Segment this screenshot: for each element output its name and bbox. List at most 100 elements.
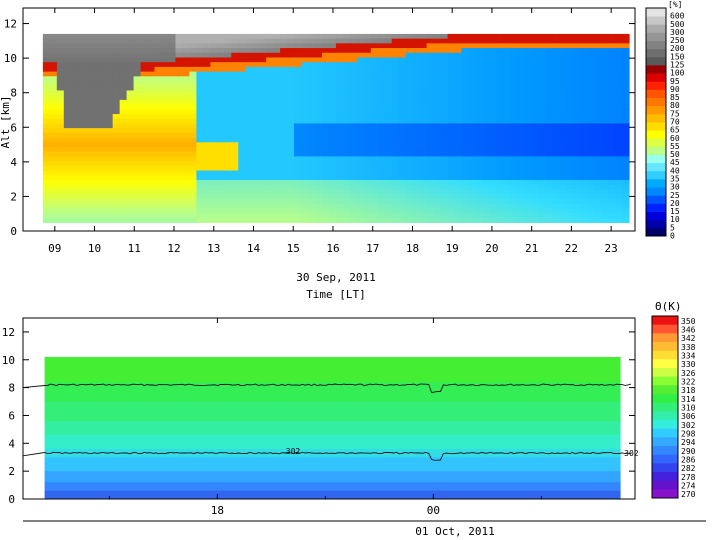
top-heat-cell bbox=[496, 203, 504, 209]
top-heat-cell bbox=[126, 165, 135, 172]
top-heat-cell bbox=[594, 104, 602, 110]
top-heat-cell bbox=[315, 109, 323, 115]
top-heat-cell bbox=[377, 184, 386, 190]
top-heat-cell bbox=[398, 189, 407, 195]
top-heat-cell bbox=[98, 142, 107, 148]
top-heat-cell bbox=[447, 66, 456, 73]
top-heat-cell bbox=[133, 81, 142, 87]
top-heat-cell bbox=[56, 128, 65, 134]
top-heat-cell bbox=[531, 203, 539, 209]
top-heat-cell bbox=[175, 52, 184, 59]
top-heat-cell bbox=[328, 66, 337, 73]
top-heat-cell bbox=[405, 52, 414, 59]
top-heat-cell bbox=[210, 99, 218, 106]
top-heat-cell bbox=[308, 179, 316, 186]
top-heat-cell bbox=[308, 146, 316, 153]
top-heat-cell bbox=[342, 189, 351, 195]
top-heat-cell bbox=[510, 43, 518, 49]
top-heat-cell bbox=[42, 43, 51, 49]
top-heat-cell bbox=[342, 137, 351, 143]
top-heat-cell bbox=[356, 146, 365, 153]
top-heat-cell bbox=[126, 81, 135, 87]
top-heat-cell bbox=[126, 217, 135, 223]
top-heat-cell bbox=[63, 118, 72, 125]
top-heat-cell bbox=[342, 76, 351, 82]
top-heat-cell bbox=[538, 43, 546, 49]
top-heat-cell bbox=[56, 66, 65, 73]
top-heat-cell bbox=[63, 95, 72, 101]
top-heat-cell bbox=[70, 33, 79, 40]
top-heat-cell bbox=[217, 85, 225, 92]
top-heat-cell bbox=[126, 146, 135, 153]
top-heat-cell bbox=[377, 48, 386, 54]
top-heat-cell bbox=[196, 208, 204, 214]
top-heat-cell bbox=[98, 71, 107, 77]
top-heat-cell bbox=[489, 217, 498, 223]
top-heat-cell bbox=[77, 142, 86, 148]
top-heat-cell bbox=[273, 104, 281, 110]
top-heat-cell bbox=[538, 48, 546, 54]
top-heat-cell bbox=[468, 48, 477, 54]
top-heat-cell bbox=[63, 81, 72, 87]
top-heat-cell bbox=[161, 43, 170, 49]
top-heat-cell bbox=[580, 38, 588, 44]
top-heat-cell bbox=[559, 194, 567, 200]
top-heat-cell bbox=[119, 114, 128, 120]
top-heat-cell bbox=[210, 128, 218, 134]
top-heat-cell bbox=[580, 212, 588, 219]
top-heat-cell bbox=[622, 165, 630, 172]
top-heat-cell bbox=[419, 184, 428, 190]
top-heat-cell bbox=[447, 114, 456, 120]
top-heat-cell bbox=[126, 57, 135, 63]
top-heat-cell bbox=[231, 95, 239, 101]
top-heat-cell bbox=[433, 104, 442, 110]
top-heat-cell bbox=[489, 123, 498, 129]
top-heat-cell bbox=[370, 52, 379, 59]
top-heat-cell bbox=[510, 76, 518, 82]
top-heat-cell bbox=[161, 52, 170, 59]
top-heat-cell bbox=[426, 43, 435, 49]
top-heat-cell bbox=[91, 128, 100, 134]
top-heat-cell bbox=[461, 52, 470, 59]
top-heat-cell bbox=[308, 142, 316, 148]
top-heat-cell bbox=[545, 156, 553, 162]
top-heat-cell bbox=[112, 170, 121, 176]
top-colorbar-swatch bbox=[646, 113, 666, 123]
top-heat-cell bbox=[335, 184, 344, 190]
top-heat-cell bbox=[175, 62, 184, 68]
top-heat-cell bbox=[461, 123, 470, 129]
top-heat-cell bbox=[133, 104, 142, 110]
top-heat-cell bbox=[210, 62, 218, 68]
top-heat-cell bbox=[601, 189, 609, 195]
top-heat-cell bbox=[231, 109, 239, 115]
top-heat-cell bbox=[287, 194, 295, 200]
top-heat-cell bbox=[412, 170, 421, 176]
top-heat-cell bbox=[315, 38, 323, 44]
top-heat-cell bbox=[238, 33, 246, 40]
bottom-colorbar-label: 318 bbox=[681, 386, 696, 395]
top-heat-cell bbox=[475, 109, 484, 115]
top-heat-cell bbox=[280, 43, 288, 49]
top-x-tick-label: 16 bbox=[326, 242, 339, 255]
top-heat-cell bbox=[315, 179, 323, 186]
top-heat-cell bbox=[147, 132, 156, 139]
top-heat-cell bbox=[266, 137, 274, 143]
top-heat-cell bbox=[203, 95, 211, 101]
top-heat-cell bbox=[342, 217, 351, 223]
top-heat-cell bbox=[419, 156, 428, 162]
top-heat-cell bbox=[538, 203, 546, 209]
top-heat-cell bbox=[440, 179, 449, 186]
top-heat-cell bbox=[147, 90, 156, 96]
top-heat-cell bbox=[440, 38, 449, 44]
top-colorbar-swatch bbox=[646, 130, 666, 139]
top-heat-cell bbox=[168, 99, 177, 106]
top-heat-cell bbox=[482, 118, 491, 125]
top-heat-cell bbox=[280, 76, 288, 82]
top-heat-cell bbox=[321, 184, 330, 190]
top-heat-cell bbox=[182, 203, 190, 209]
top-heat-cell bbox=[321, 217, 330, 223]
top-heat-cell bbox=[426, 156, 435, 162]
top-heat-cell bbox=[412, 189, 421, 195]
top-heat-cell bbox=[454, 95, 463, 101]
top-heat-cell bbox=[566, 33, 574, 40]
